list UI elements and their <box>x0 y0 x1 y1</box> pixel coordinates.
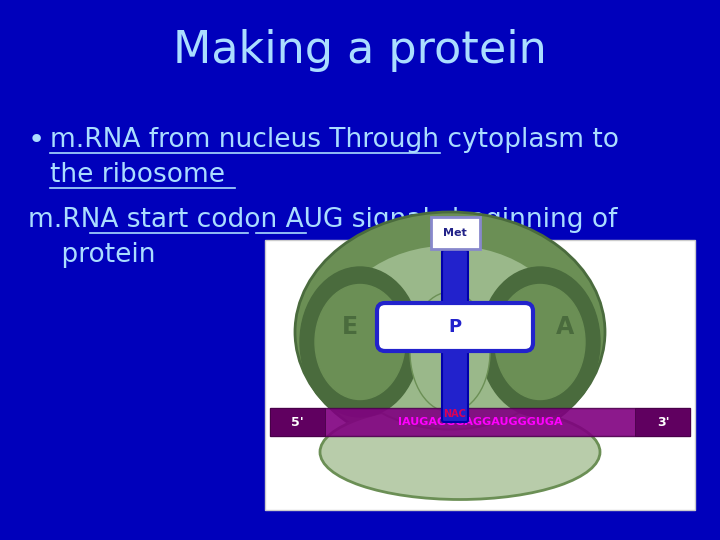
Text: •: • <box>28 126 45 154</box>
Ellipse shape <box>315 285 405 400</box>
Text: P: P <box>449 318 462 336</box>
Ellipse shape <box>480 267 600 417</box>
Text: the ribosome: the ribosome <box>50 162 225 188</box>
Text: m.RNA start codon AUG signals beginning of: m.RNA start codon AUG signals beginning … <box>28 207 618 233</box>
Text: Met: Met <box>443 228 467 238</box>
Text: protein: protein <box>28 242 156 268</box>
FancyBboxPatch shape <box>265 240 695 510</box>
FancyBboxPatch shape <box>635 408 690 436</box>
Ellipse shape <box>410 292 490 412</box>
FancyBboxPatch shape <box>270 408 325 436</box>
Ellipse shape <box>295 212 605 452</box>
Text: A: A <box>556 315 574 339</box>
FancyBboxPatch shape <box>270 408 690 436</box>
Text: NAC: NAC <box>444 409 467 419</box>
Text: m.RNA from nucleus Through cytoplasm to: m.RNA from nucleus Through cytoplasm to <box>50 127 619 153</box>
FancyBboxPatch shape <box>442 250 468 422</box>
Text: 5': 5' <box>291 415 303 429</box>
Ellipse shape <box>330 245 570 429</box>
Ellipse shape <box>495 285 585 400</box>
Text: E: E <box>342 315 358 339</box>
Text: Making a protein: Making a protein <box>173 29 547 71</box>
Text: 3': 3' <box>657 415 670 429</box>
Text: IAUGAGGGAGGAUGGGUGA: IAUGAGGGAGGAUGGGUGA <box>397 417 562 427</box>
FancyBboxPatch shape <box>377 303 533 351</box>
FancyBboxPatch shape <box>431 217 480 249</box>
Ellipse shape <box>300 267 420 417</box>
Ellipse shape <box>320 404 600 500</box>
